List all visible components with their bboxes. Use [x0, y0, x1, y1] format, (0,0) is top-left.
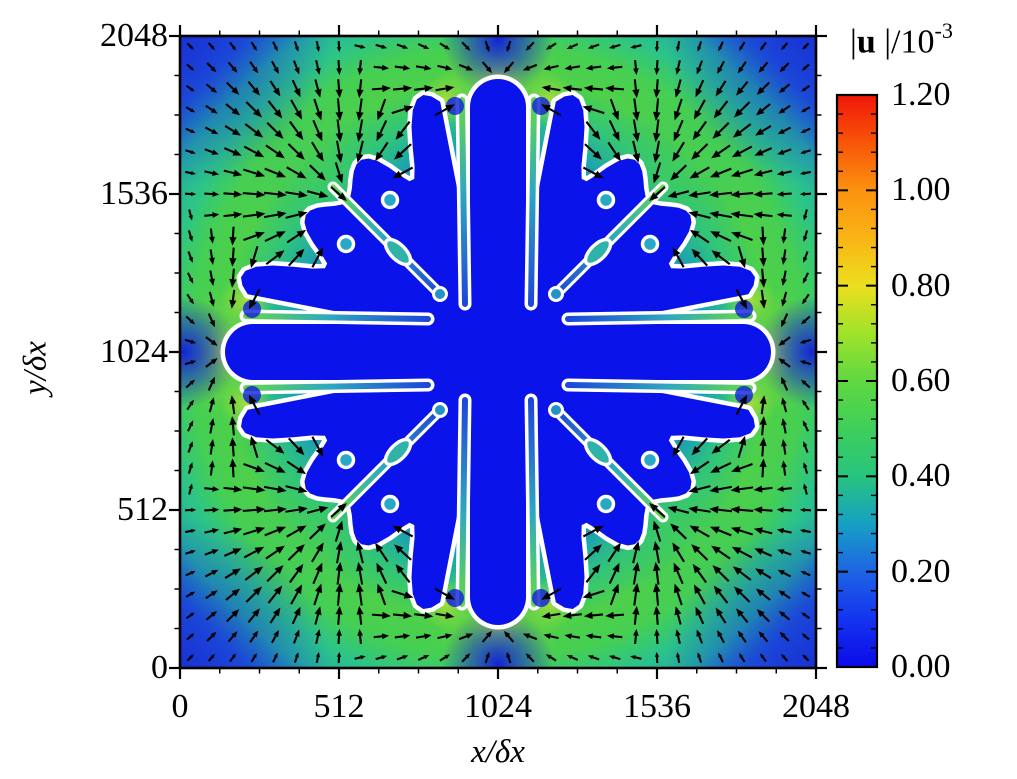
y-tick-label: 1024	[100, 333, 168, 370]
x-axis-title: x/δx	[471, 734, 525, 770]
x-tick-label: 2048	[782, 688, 850, 725]
colorbar-tick-label: 0.40	[891, 457, 951, 495]
x-tick-label: 512	[313, 688, 365, 725]
colorbar-tick-label: 0.80	[891, 266, 951, 304]
colorbar-title-bar: |	[850, 23, 857, 61]
colorbar-title-u: u	[856, 23, 876, 61]
colorbar-tick-label: 1.20	[891, 76, 951, 113]
y-tick-label: 1536	[100, 175, 168, 212]
x-tick-label: 1024	[464, 688, 532, 725]
colorbar-tick-label: 1.00	[891, 171, 951, 209]
y-tick-label: 0	[151, 649, 168, 686]
colorbar-title: |u |/10-3	[850, 19, 953, 61]
colorbar-tick-label: 0.00	[891, 648, 951, 685]
colorbar-title-rest: |/10	[875, 23, 935, 61]
x-tick-label: 1536	[623, 688, 691, 725]
y-tick-label: 2048	[100, 17, 168, 54]
y-axis-title: y/δx	[17, 341, 54, 395]
colorbar-title-exponent: -3	[934, 18, 953, 43]
colorbar-tick-label: 0.20	[891, 552, 951, 590]
y-tick-label: 512	[117, 491, 168, 528]
colorbar-tick-label: 0.60	[891, 362, 951, 399]
x-tick-label: 0	[171, 688, 189, 725]
